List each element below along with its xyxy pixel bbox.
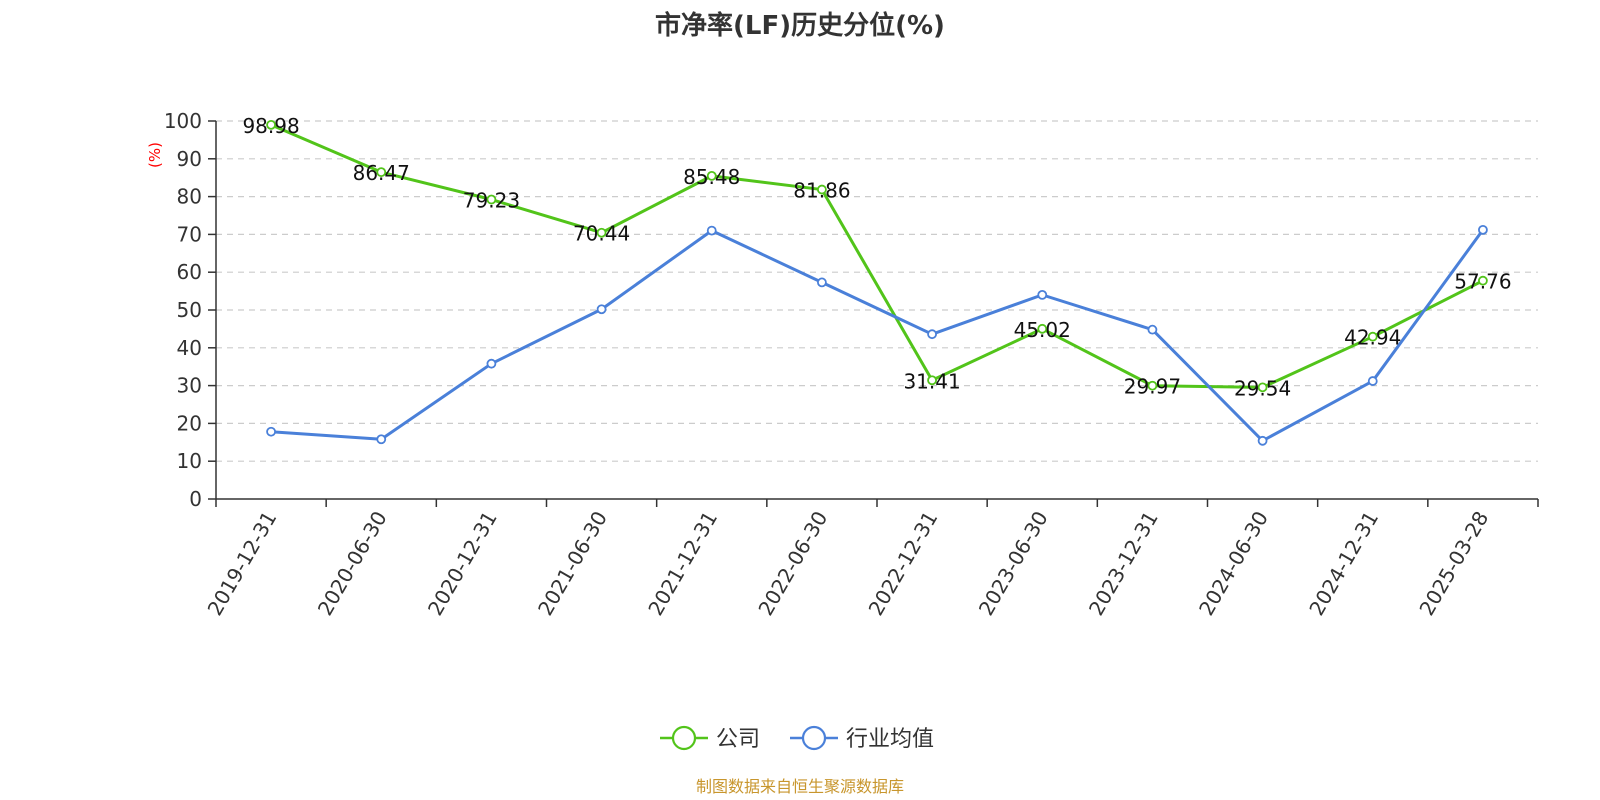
y-tick-label: 20 — [177, 411, 202, 435]
data-point[interactable] — [706, 225, 717, 236]
x-ticks: 2019-12-31 2020-06-30 2020-12-31 2021-06-30… — [203, 499, 1539, 620]
data-point[interactable] — [927, 375, 937, 386]
data-point[interactable] — [927, 329, 937, 340]
data-point[interactable] — [486, 194, 497, 205]
data-label: 79.23 — [463, 189, 520, 213]
y-tick-label: 50 — [177, 298, 202, 322]
y-tick-label: 60 — [177, 260, 202, 284]
y-ticks: 0 10 20 30 40 50 60 70 80 90 100 — [164, 109, 216, 511]
x-tick-label: 2021-12-31 — [643, 507, 722, 620]
chart-title: 市净率(LF)历史分位(%) — [655, 10, 945, 41]
data-label: 70.44 — [573, 222, 630, 246]
data-point[interactable] — [1478, 275, 1488, 286]
x-tick-label: 2021-06-30 — [533, 507, 612, 620]
data-point[interactable] — [1037, 323, 1048, 334]
data-label: 86.47 — [353, 161, 410, 185]
data-point[interactable] — [1147, 380, 1158, 391]
legend[interactable]: 公司 行业均值 — [660, 725, 934, 752]
data-point[interactable] — [486, 358, 497, 369]
y-tick-label: 0 — [189, 487, 202, 511]
x-tick-label: 2022-12-31 — [864, 507, 943, 620]
y-tick-label: 90 — [177, 147, 202, 171]
data-point[interactable] — [266, 426, 276, 437]
x-tick-label: 2024-12-31 — [1304, 507, 1383, 620]
data-point[interactable] — [1147, 324, 1158, 335]
x-tick-label: 2023-12-31 — [1084, 507, 1163, 620]
data-point[interactable] — [817, 277, 827, 288]
data-labels: 98.98 86.47 79.23 70.44 85.48 81.86 31.41 45.02… — [242, 114, 1511, 400]
x-tick-label: 2019-12-31 — [203, 507, 282, 620]
series-line-1 — [270, 228, 1485, 443]
legend-item-1[interactable]: 行业均值 — [790, 725, 934, 752]
data-point[interactable] — [376, 434, 387, 445]
data-label: 57.76 — [1454, 270, 1511, 294]
y-axis-label: (%) — [146, 142, 164, 168]
legend-marker-icon — [801, 725, 827, 751]
x-tick-label: 2020-06-30 — [313, 507, 392, 620]
data-point[interactable] — [266, 119, 276, 130]
data-point[interactable] — [706, 170, 717, 181]
grid-lines — [216, 120, 1538, 462]
data-point[interactable] — [817, 184, 827, 195]
legend-marker-icon — [671, 725, 697, 751]
x-tick-label: 2020-12-31 — [423, 507, 502, 620]
series-line-0 — [270, 123, 1484, 389]
y-tick-label: 70 — [177, 222, 202, 246]
data-label: 98.98 — [242, 114, 299, 138]
data-label: 31.41 — [903, 369, 960, 393]
source-note: 制图数据来自恒生聚源数据库 — [696, 777, 904, 796]
data-point[interactable] — [1257, 382, 1268, 393]
y-tick-label: 30 — [177, 374, 202, 398]
legend-item-0[interactable]: 公司 — [660, 725, 760, 752]
legend-label: 行业均值 — [846, 727, 934, 752]
data-point[interactable] — [376, 167, 387, 178]
series-group — [266, 119, 1488, 446]
y-tick-label: 10 — [177, 449, 202, 473]
data-point[interactable] — [1367, 331, 1378, 342]
x-tick-label: 2025-03-28 — [1414, 507, 1493, 620]
data-point[interactable] — [1478, 224, 1488, 235]
data-label: 29.97 — [1124, 375, 1181, 399]
data-label: 85.48 — [683, 165, 740, 189]
data-point[interactable] — [1037, 289, 1048, 300]
data-label: 81.86 — [793, 179, 850, 203]
data-label: 42.94 — [1344, 326, 1401, 350]
y-tick-label: 80 — [177, 185, 202, 209]
y-tick-label: 100 — [164, 109, 202, 133]
data-point[interactable] — [596, 304, 607, 315]
y-tick-label: 40 — [177, 336, 202, 360]
data-label: 29.54 — [1234, 376, 1291, 400]
data-label: 45.02 — [1014, 318, 1071, 342]
legend-label: 公司 — [716, 727, 760, 752]
data-point[interactable] — [596, 227, 607, 238]
data-point[interactable] — [1257, 435, 1268, 446]
x-tick-label: 2022-06-30 — [753, 507, 832, 620]
data-point[interactable] — [1367, 376, 1378, 386]
x-tick-label: 2024-06-30 — [1194, 507, 1273, 620]
x-tick-label: 2023-06-30 — [974, 507, 1053, 620]
